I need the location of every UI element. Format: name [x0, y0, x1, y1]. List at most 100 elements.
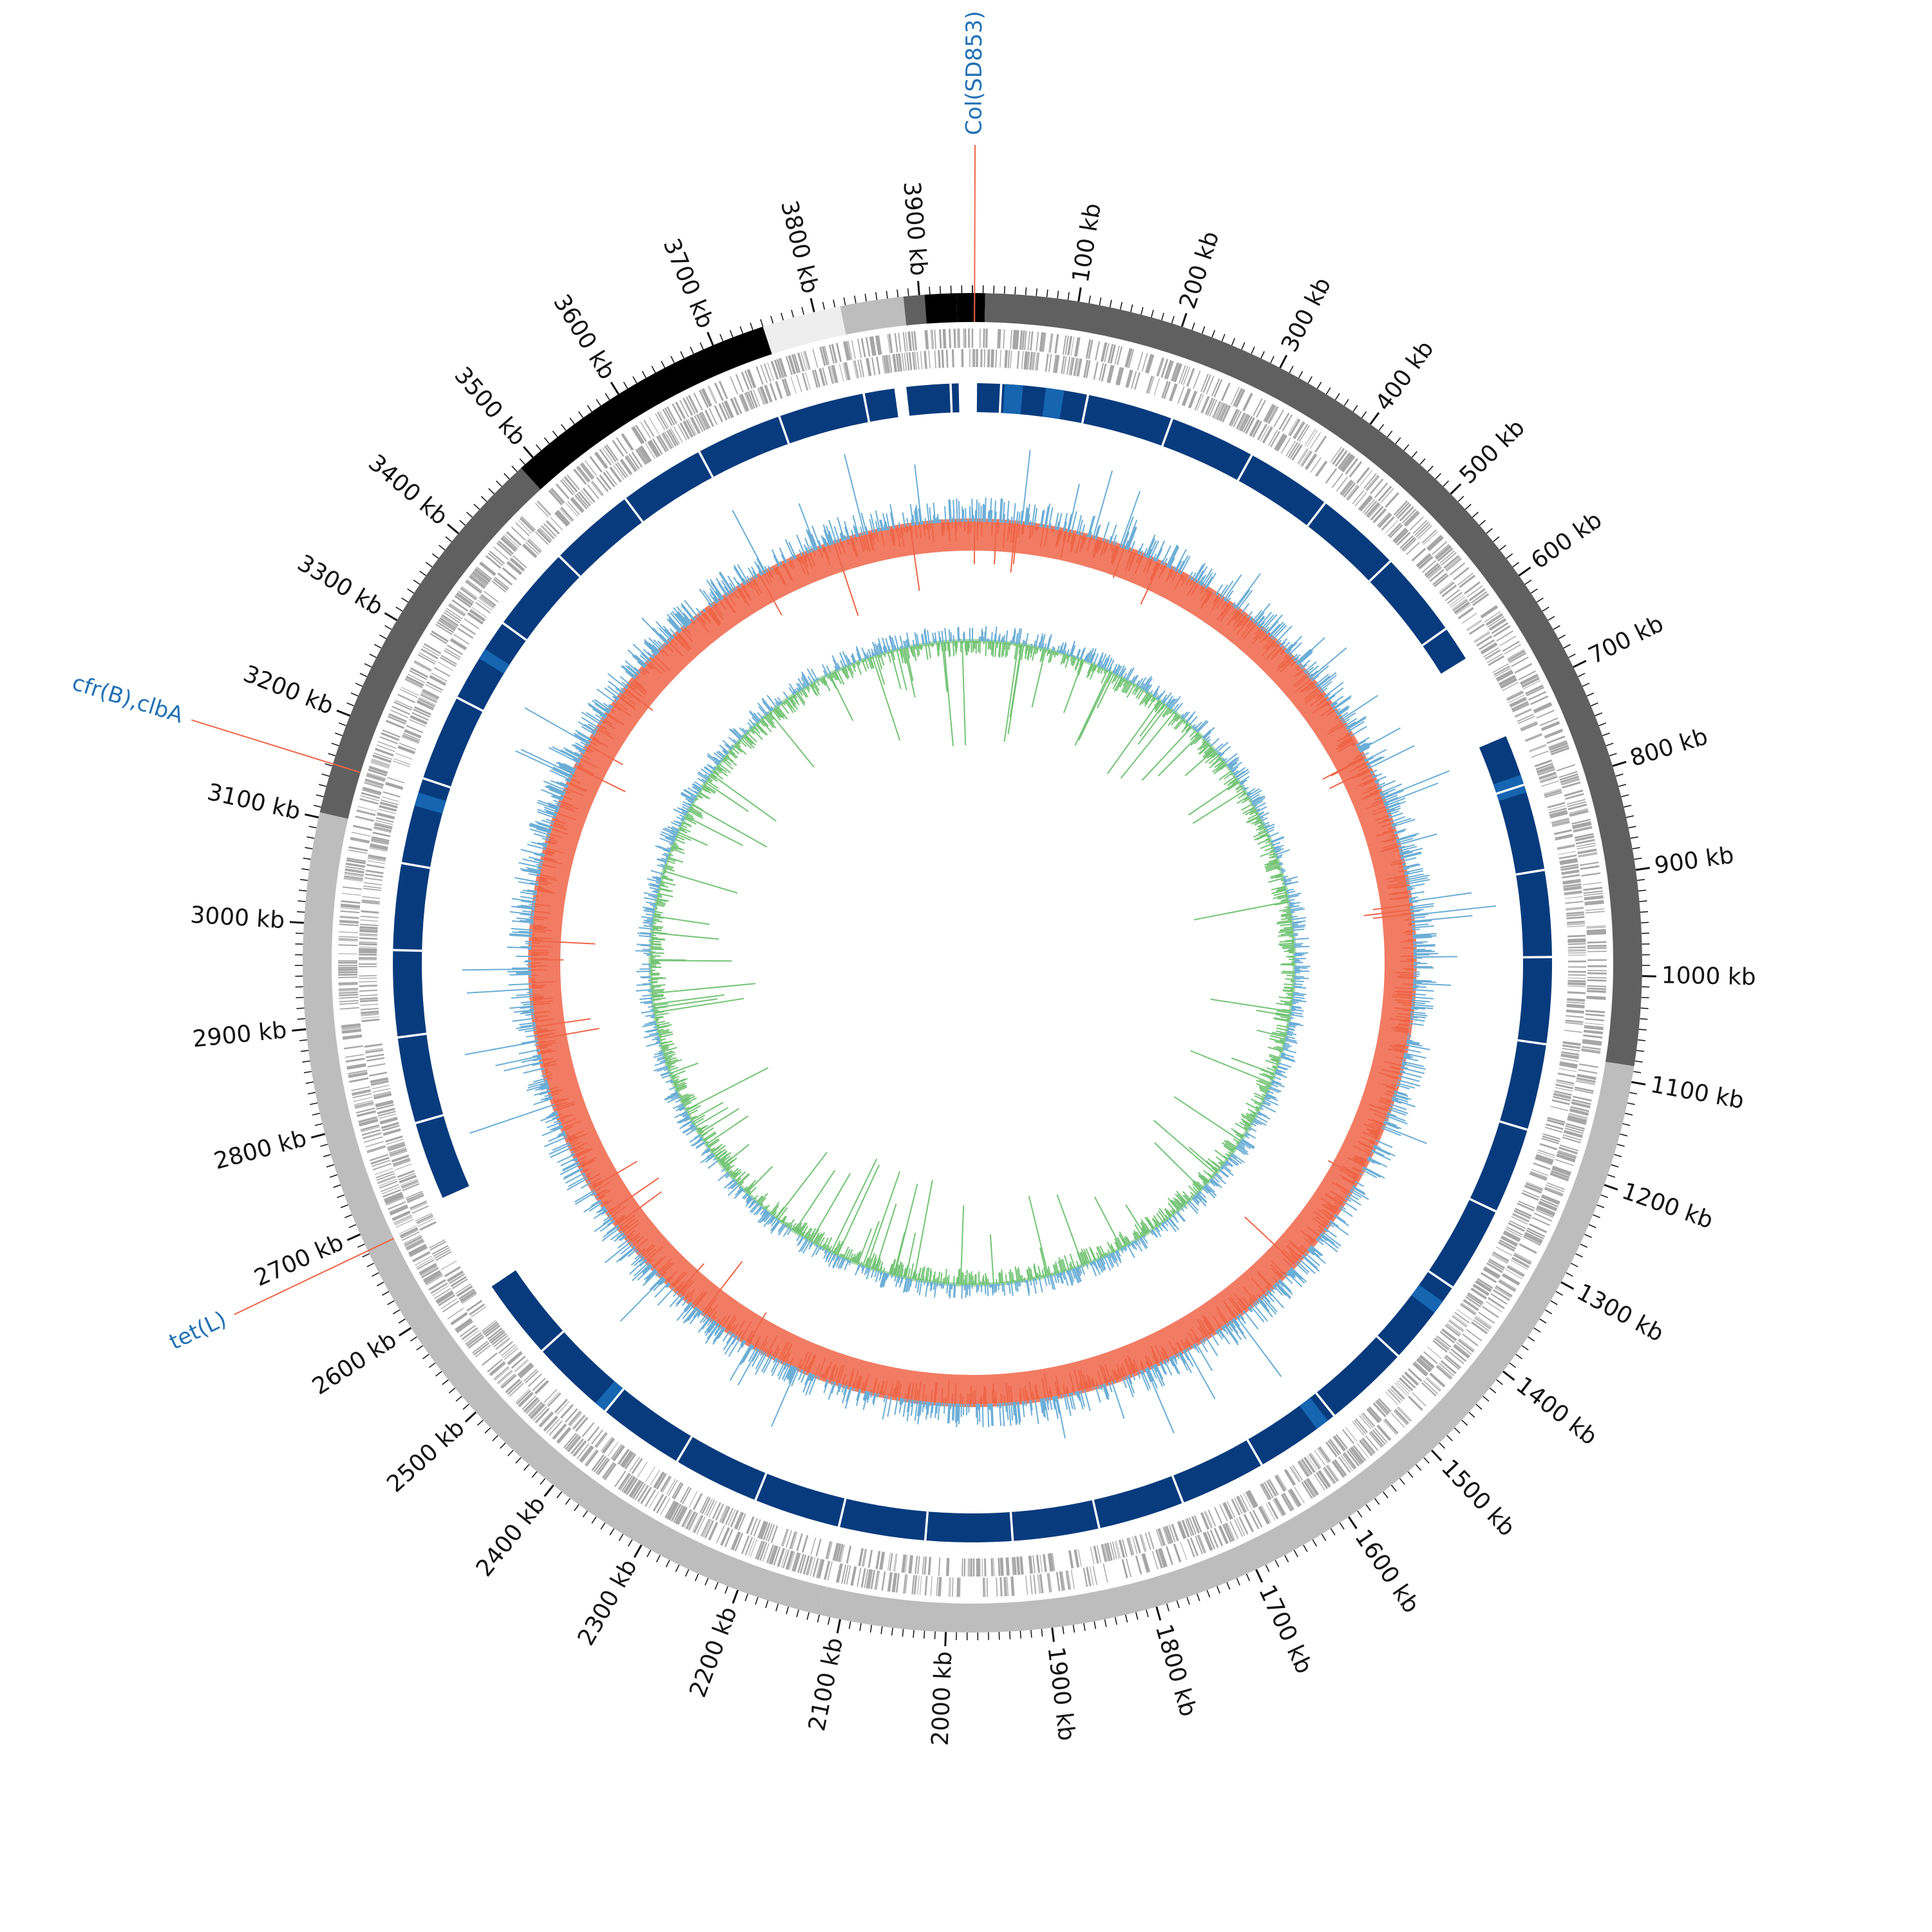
cds-feature [507, 1380, 523, 1396]
minor-tick [1036, 288, 1037, 296]
cds-feature [901, 1554, 904, 1573]
minor-tick [1496, 1379, 1503, 1385]
cds-feature [793, 1553, 800, 1572]
cds-feature [908, 1555, 911, 1573]
cds-feature [1466, 1329, 1482, 1341]
cds-feature [518, 1392, 534, 1408]
cds-feature [866, 337, 871, 357]
blast-gap [837, 1498, 847, 1528]
minor-tick [1365, 1504, 1371, 1511]
cds-feature [359, 943, 377, 946]
cds-feature [1134, 372, 1141, 390]
minor-tick [369, 653, 377, 658]
cds-feature [887, 355, 891, 373]
cds-feature [1425, 1378, 1441, 1392]
cds-feature [656, 1473, 667, 1490]
cds-feature [1466, 1294, 1482, 1306]
cds-feature [1522, 677, 1540, 688]
cds-feature [1552, 822, 1570, 828]
cds-feature [425, 684, 442, 694]
cds-feature [1584, 902, 1604, 906]
cds-feature [1265, 404, 1276, 423]
cds-feature [1544, 1126, 1563, 1133]
blast-gap [998, 384, 1003, 413]
minor-tick [1489, 1387, 1497, 1394]
cds-feature [576, 1417, 589, 1432]
cds-feature [1553, 1095, 1571, 1102]
cds-feature [1186, 368, 1195, 387]
cds-feature [514, 1359, 528, 1372]
cds-feature [1544, 790, 1562, 797]
cds-feature [556, 509, 571, 525]
cds-feature [677, 424, 687, 440]
cds-feature [791, 354, 799, 374]
minor-tick [511, 466, 518, 472]
cds-feature [1397, 1406, 1412, 1421]
cds-feature [938, 1577, 941, 1596]
cds-feature [1438, 548, 1454, 562]
cds-feature [1560, 775, 1580, 784]
cds-feature [621, 1451, 633, 1467]
cds-feature [374, 823, 393, 829]
cds-feature [594, 1432, 607, 1448]
cds-feature [1428, 536, 1444, 551]
cds-feature [957, 328, 959, 348]
cds-feature [554, 1398, 568, 1414]
cds-feature [828, 366, 834, 384]
cds-feature [659, 1475, 670, 1492]
cds-feature [1587, 951, 1607, 952]
minor-tick [618, 1533, 624, 1541]
cds-feature [339, 993, 359, 997]
cds-feature [1378, 1397, 1392, 1413]
cds-feature [721, 402, 730, 419]
cds-feature [1226, 1501, 1236, 1518]
minor-tick [791, 310, 794, 317]
cds-feature [797, 1553, 804, 1573]
minor-tick [1482, 1396, 1490, 1402]
cds-feature [1003, 329, 1005, 349]
minor-tick [416, 1345, 424, 1350]
cds-feature [373, 1091, 392, 1097]
cds-feature [341, 1023, 361, 1027]
cds-feature [365, 778, 384, 786]
cds-feature [1499, 1239, 1516, 1250]
cds-feature [714, 383, 724, 401]
cds-feature [1517, 714, 1534, 723]
minor-tick [1627, 1102, 1635, 1105]
cds-feature [1565, 1019, 1584, 1023]
cds-feature [1473, 1283, 1490, 1295]
cds-feature [1544, 789, 1562, 796]
minor-tick [765, 1600, 769, 1609]
cds-feature [860, 359, 865, 377]
cds-feature [1447, 592, 1463, 604]
cds-feature [459, 1325, 477, 1338]
minor-tick [1528, 1336, 1535, 1342]
cds-feature [672, 403, 683, 422]
cds-feature [1024, 330, 1027, 350]
cds-feature [361, 900, 380, 904]
cds-feature [1586, 931, 1606, 934]
cds-feature [351, 1086, 370, 1092]
cds-feature [985, 328, 987, 348]
cds-feature [1492, 1254, 1508, 1264]
cds-feature [1586, 926, 1606, 929]
cds-feature [1542, 1133, 1561, 1140]
cds-feature [469, 610, 485, 622]
cds-feature [1560, 1056, 1579, 1060]
cds-feature [359, 923, 378, 927]
cds-feature [666, 1479, 676, 1495]
cds-feature [1508, 650, 1526, 661]
cds-feature [1160, 359, 1169, 378]
cds-feature [1468, 623, 1485, 635]
cds-feature [1471, 1322, 1488, 1334]
cds-feature [399, 1175, 417, 1183]
cds-feature [501, 1374, 517, 1389]
cds-feature [1435, 545, 1452, 560]
cds-feature [576, 465, 591, 482]
cds-feature [1470, 591, 1488, 604]
minor-tick [714, 1582, 719, 1590]
cds-feature [1566, 1001, 1585, 1004]
cds-feature [367, 772, 386, 779]
cds-feature [605, 444, 619, 461]
cds-feature [556, 511, 570, 526]
